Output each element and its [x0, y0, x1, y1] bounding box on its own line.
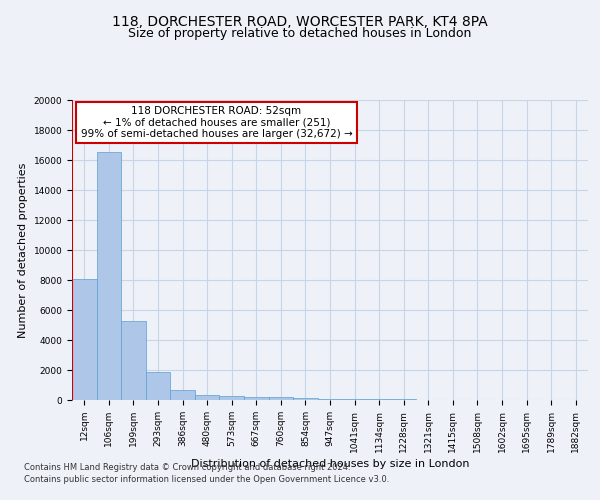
Bar [220, 396, 244, 400]
Bar [269, 397, 293, 400]
Bar [342, 399, 367, 400]
Text: Size of property relative to detached houses in London: Size of property relative to detached ho… [128, 28, 472, 40]
X-axis label: Distribution of detached houses by size in London: Distribution of detached houses by size … [191, 459, 469, 469]
Y-axis label: Number of detached properties: Number of detached properties [18, 162, 28, 338]
Text: 118 DORCHESTER ROAD: 52sqm
← 1% of detached houses are smaller (251)
99% of semi: 118 DORCHESTER ROAD: 52sqm ← 1% of detac… [80, 106, 352, 139]
Bar [97, 152, 121, 400]
Bar [318, 398, 342, 400]
Text: Contains public sector information licensed under the Open Government Licence v3: Contains public sector information licen… [24, 475, 389, 484]
Bar [195, 395, 220, 400]
Bar [367, 399, 391, 400]
Bar [72, 278, 97, 400]
Bar [244, 396, 269, 400]
Text: 118, DORCHESTER ROAD, WORCESTER PARK, KT4 8PA: 118, DORCHESTER ROAD, WORCESTER PARK, KT… [112, 15, 488, 29]
Bar [170, 390, 195, 400]
Bar [146, 372, 170, 400]
Bar [121, 320, 146, 400]
Text: Contains HM Land Registry data © Crown copyright and database right 2024.: Contains HM Land Registry data © Crown c… [24, 462, 350, 471]
Bar [293, 398, 318, 400]
